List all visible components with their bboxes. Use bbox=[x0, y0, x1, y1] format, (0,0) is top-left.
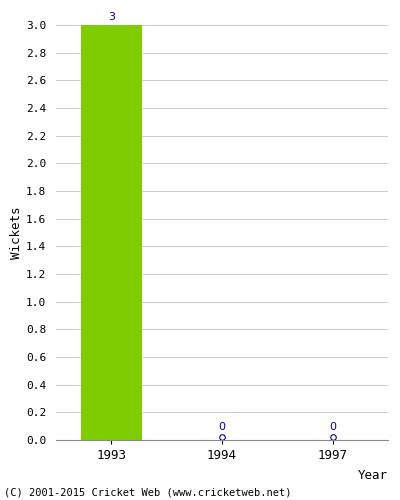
Text: Year: Year bbox=[358, 469, 388, 482]
Bar bbox=[81, 25, 142, 440]
Text: 3: 3 bbox=[108, 12, 115, 22]
Y-axis label: Wickets: Wickets bbox=[10, 206, 23, 259]
Text: 0: 0 bbox=[218, 422, 226, 432]
Text: 0: 0 bbox=[329, 422, 336, 432]
Text: (C) 2001-2015 Cricket Web (www.cricketweb.net): (C) 2001-2015 Cricket Web (www.cricketwe… bbox=[4, 488, 292, 498]
